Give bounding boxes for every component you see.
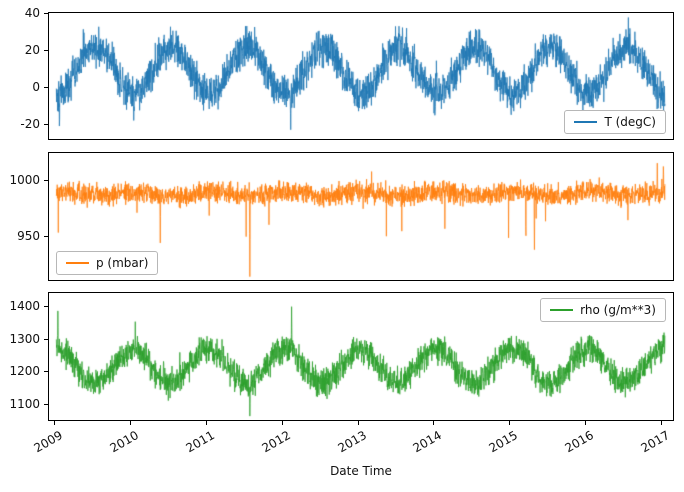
legend-line-swatch — [66, 262, 89, 264]
y-tick-label: 0 — [32, 80, 40, 95]
y-tick-label: 1300 — [9, 331, 40, 346]
y-tick-mark — [44, 179, 48, 181]
y-tick-label: 1200 — [9, 364, 40, 379]
x-tick-mark — [661, 421, 663, 425]
y-tick-mark — [44, 124, 48, 126]
y-tick-label: 20 — [24, 43, 40, 58]
x-tick-mark — [509, 421, 511, 425]
y-tick-mark — [44, 306, 48, 308]
x-tick-mark — [433, 421, 435, 425]
x-tick-label: 2009 — [31, 428, 66, 456]
y-tick-label: 1000 — [9, 172, 40, 187]
legend-temperature: T (degC) — [564, 110, 666, 134]
y-tick-label: 1100 — [9, 396, 40, 411]
subplot-temperature: T (degC) — [48, 12, 674, 140]
x-tick-label: 2016 — [562, 428, 597, 456]
y-tick-mark — [44, 371, 48, 373]
y-tick-mark — [44, 87, 48, 89]
x-tick-mark — [281, 421, 283, 425]
x-tick-mark — [54, 421, 56, 425]
legend-rho: rho (g/m**3) — [540, 298, 666, 322]
x-tick-label: 2012 — [259, 428, 293, 456]
y-tick-label: 1400 — [9, 299, 40, 314]
x-tick-mark — [205, 421, 207, 425]
x-tick-label: 2013 — [335, 428, 369, 456]
legend-label: rho (g/m**3) — [580, 303, 656, 317]
x-tick-label: 2014 — [410, 428, 445, 456]
subplot-pressure: p (mbar) — [48, 152, 674, 281]
legend-line-swatch — [574, 121, 598, 123]
x-axis-title: Date Time — [330, 464, 392, 478]
y-tick-label: -20 — [20, 117, 40, 132]
legend-line-swatch — [550, 309, 574, 311]
x-tick-label: 2011 — [183, 428, 217, 456]
x-tick-mark — [129, 421, 131, 425]
legend-label: T (degC) — [604, 115, 656, 129]
y-tick-label: 40 — [24, 6, 40, 20]
legend-label: p (mbar) — [96, 256, 149, 270]
y-tick-mark — [44, 403, 48, 405]
y-tick-mark — [44, 236, 48, 238]
subplot-rho: rho (g/m**3) — [48, 292, 674, 421]
legend-pressure: p (mbar) — [56, 251, 159, 275]
x-tick-mark — [585, 421, 587, 425]
y-tick-mark — [44, 13, 48, 14]
y-tick-mark — [44, 338, 48, 340]
x-tick-label: 2017 — [638, 428, 673, 456]
x-tick-mark — [357, 421, 359, 425]
x-tick-label: 2010 — [107, 428, 141, 456]
y-tick-label: 950 — [17, 229, 40, 244]
y-tick-mark — [44, 50, 48, 52]
x-tick-label: 2015 — [486, 428, 521, 456]
